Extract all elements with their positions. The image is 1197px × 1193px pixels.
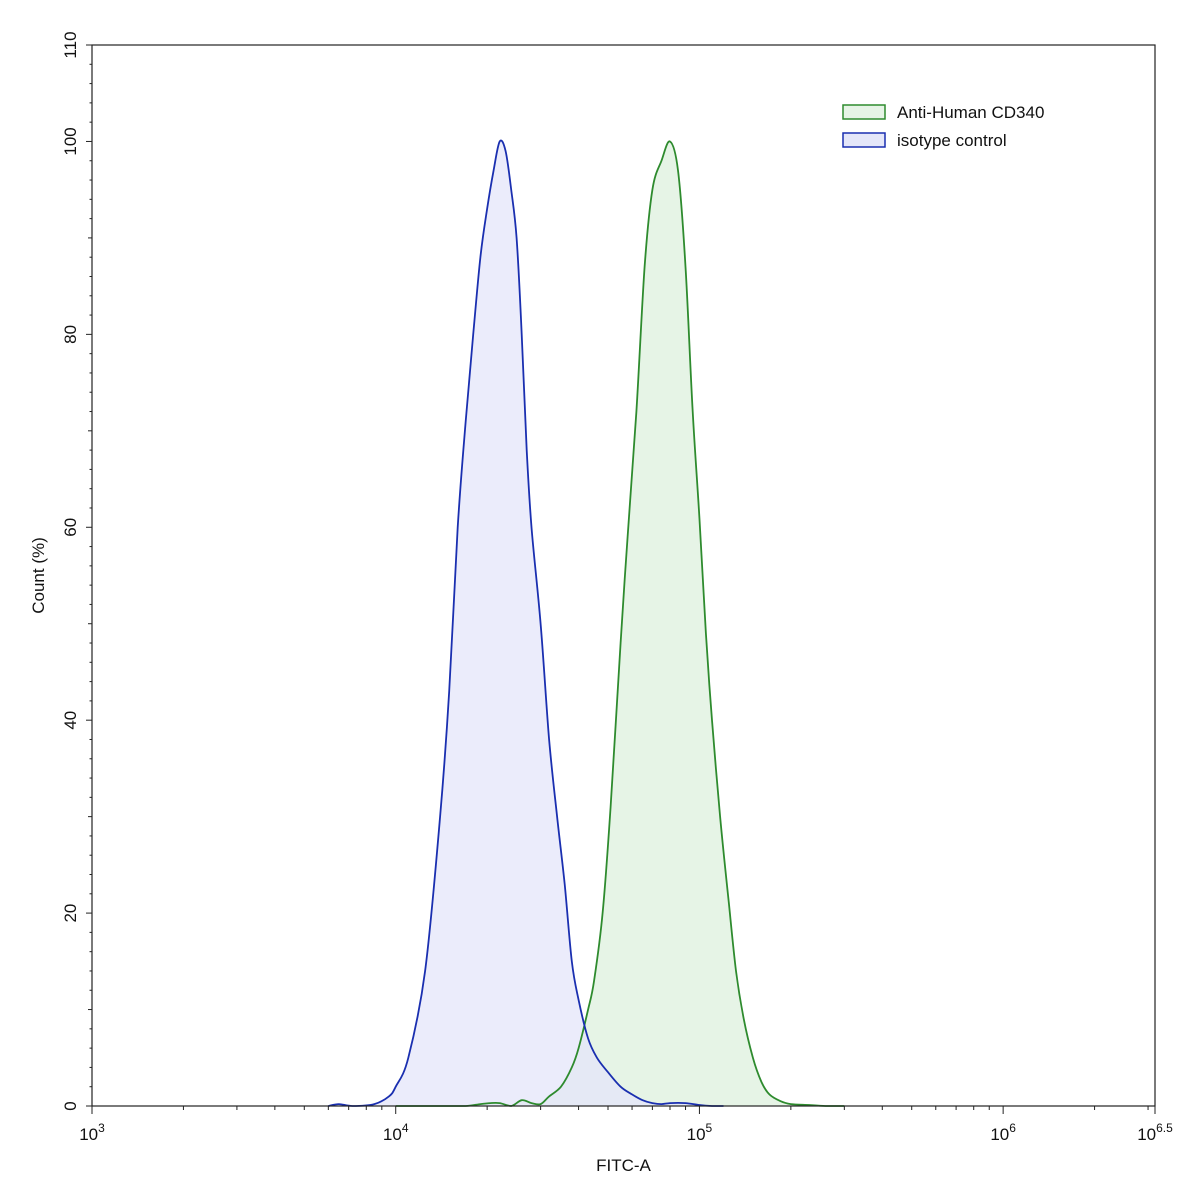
legend-label-isotype-control: isotype control — [897, 131, 1007, 150]
y-tick-label: 0 — [61, 1101, 80, 1110]
y-tick-label: 60 — [61, 518, 80, 537]
axes: 0 20 40 60 80 100 110 103 104 105 106 106.5 — [61, 31, 1173, 1144]
legend-label-anti-human-cd340: Anti-Human CD340 — [897, 103, 1044, 122]
histogram-areas — [328, 139, 845, 1107]
x-axis-label: FITC-A — [596, 1156, 651, 1175]
series-line-isotype-control — [328, 139, 724, 1107]
x-tick-label: 105 — [687, 1121, 713, 1144]
x-tick-label: 104 — [383, 1121, 409, 1144]
y-tick-label: 20 — [61, 904, 80, 923]
y-tick-label: 80 — [61, 325, 80, 344]
x-tick-label: 103 — [79, 1121, 105, 1144]
legend-swatch-anti-human-cd340 — [842, 104, 886, 120]
x-tick-label: 106 — [990, 1121, 1016, 1144]
plot-frame — [91, 44, 1156, 1107]
series-line-anti-human-cd340 — [395, 140, 845, 1107]
y-tick-label: 110 — [61, 31, 80, 58]
series-area-isotype-control — [328, 140, 724, 1106]
series-area-anti-human-cd340 — [395, 141, 845, 1107]
y-tick-label: 100 — [61, 127, 80, 155]
y-tick-label: 40 — [61, 711, 80, 730]
legend-swatch-isotype-control — [842, 132, 886, 148]
x-tick-label: 106.5 — [1137, 1121, 1173, 1144]
y-axis-label: Count (%) — [29, 537, 48, 614]
legend: Anti-Human CD340 isotype control — [842, 103, 1044, 150]
